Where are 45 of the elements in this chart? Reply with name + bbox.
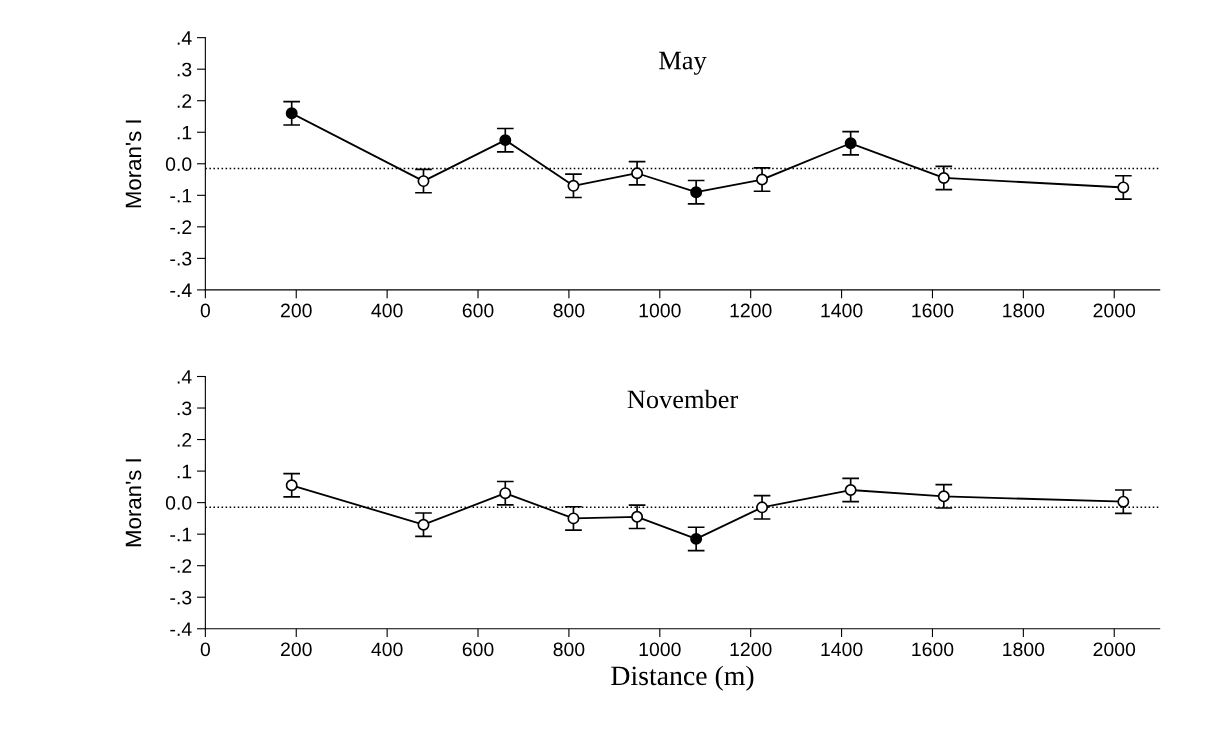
chart-title: November [627, 389, 738, 409]
y-tick-label: 0.0 [165, 496, 192, 510]
x-tick-label: 200 [281, 642, 312, 657]
y-tick-label: .4 [177, 31, 192, 45]
x-axis-title: Distance (m) [611, 665, 754, 691]
x-tick-label: 1600 [912, 642, 954, 657]
y-tick-label: .3 [177, 62, 192, 77]
x-tick-label: 600 [462, 642, 494, 657]
y-tick-label: .3 [177, 401, 192, 416]
x-tick-label: 200 [281, 303, 312, 318]
x-tick-label: 1800 [1003, 642, 1045, 657]
x-tick-label: 2000 [1093, 642, 1136, 657]
x-tick-label: 800 [553, 642, 585, 657]
x-tick-label: 0 [200, 642, 211, 657]
y-axis-title: Moran's I [125, 459, 142, 547]
chart-title: May [659, 51, 707, 75]
x-tick-label: 400 [371, 642, 403, 657]
y-axis-title: Moran's I [125, 120, 142, 208]
x-tick-label: 1400 [821, 642, 863, 657]
y-tick-label: -.2 [170, 220, 192, 234]
x-tick-label: 1000 [639, 642, 681, 657]
y-tick-label: .1 [177, 464, 192, 479]
x-tick-label: 1200 [730, 303, 772, 318]
x-tick-label: 0 [200, 303, 211, 318]
y-tick-label: -.1 [170, 527, 192, 542]
x-tick-label: 1000 [639, 303, 681, 318]
y-tick-label: -.3 [170, 251, 192, 266]
y-tick-label: .4 [177, 370, 192, 384]
y-tick-label: .1 [177, 125, 192, 140]
x-tick-label: 800 [553, 303, 585, 318]
x-tick-label: 600 [462, 303, 494, 318]
y-tick-label: .2 [177, 433, 192, 447]
x-tick-label: 400 [371, 303, 403, 318]
y-tick-label: -.1 [170, 188, 192, 203]
y-tick-label: .2 [177, 94, 192, 108]
x-tick-label: 1400 [821, 303, 863, 318]
y-tick-label: -.2 [170, 559, 192, 573]
x-tick-label: 2000 [1093, 303, 1136, 318]
y-tick-label: -.3 [170, 590, 192, 605]
y-tick-label: 0.0 [165, 157, 192, 172]
y-tick-label: -.4 [170, 622, 192, 636]
x-tick-label: 1800 [1003, 303, 1045, 318]
y-tick-label: -.4 [170, 283, 192, 297]
x-tick-label: 1200 [730, 642, 772, 657]
x-tick-label: 1600 [912, 303, 954, 318]
